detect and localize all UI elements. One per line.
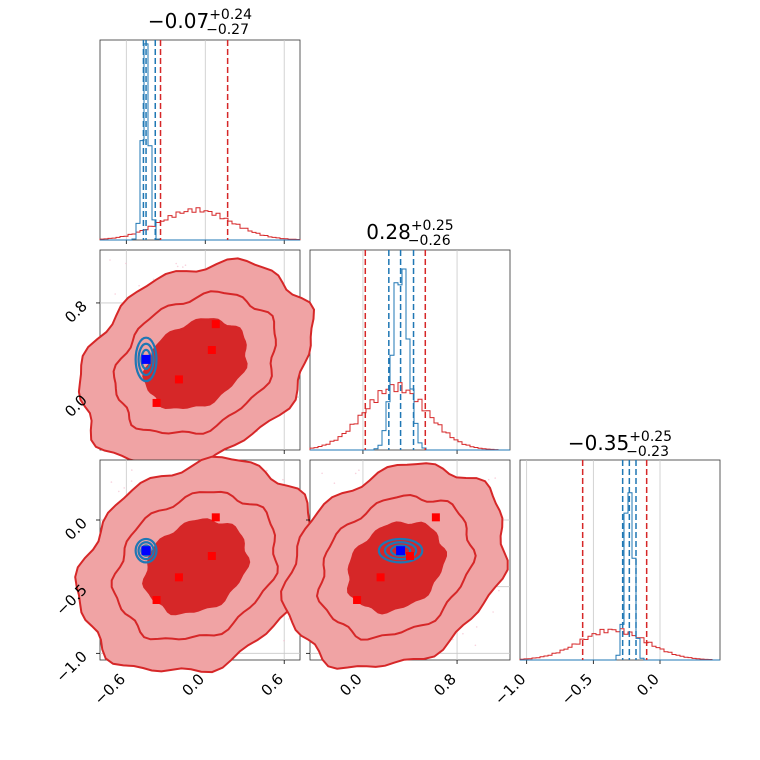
y-tick-label-param-2: 0.8 xyxy=(61,297,91,327)
contour-panel-1-2 xyxy=(77,249,316,471)
red-marker-3 xyxy=(174,375,183,384)
blue-histogram-1 xyxy=(100,43,300,241)
sample-dot xyxy=(462,632,464,635)
blue-contour-level-3 xyxy=(140,348,152,371)
blue-histogram-2 xyxy=(310,268,510,451)
title-param-1-minus: −0.27 xyxy=(206,22,249,38)
title-param-1-main: −0.07 xyxy=(148,9,209,33)
title-param-1-plus: +0.24 xyxy=(209,7,252,23)
red-marker-4 xyxy=(152,398,161,407)
sample-dot xyxy=(475,626,478,628)
sample-dot xyxy=(333,482,336,485)
title-param-3: −0.35+0.25 −0.23 xyxy=(568,429,672,460)
red-marker-4 xyxy=(353,596,362,604)
sample-dot xyxy=(184,264,187,267)
blue-contour-level-1 xyxy=(377,537,424,564)
sample-dot xyxy=(492,611,494,613)
x-tick-label-param-2: 0.0 xyxy=(336,670,366,700)
red-histogram-2 xyxy=(309,382,510,451)
hist-panel-2 xyxy=(309,249,511,454)
sample-dot xyxy=(487,478,490,481)
title-param-3-minus: −0.23 xyxy=(626,444,669,460)
blue-marker-1 xyxy=(141,354,151,364)
panel-frame xyxy=(99,39,301,241)
blue-contour-level-3 xyxy=(389,544,412,557)
sample-dot xyxy=(354,472,357,475)
sample-dot xyxy=(358,469,360,472)
contour-panel-1-3 xyxy=(74,455,314,674)
x-tick-label-param-1: −0.6 xyxy=(91,670,129,708)
sample-dot xyxy=(114,293,116,295)
sample-dot xyxy=(130,480,133,482)
sample-dot xyxy=(118,490,120,493)
sample-dot xyxy=(123,487,125,489)
red-marker-3 xyxy=(376,573,385,582)
blue-contour-level-1 xyxy=(134,336,158,383)
title-param-1: −0.07+0.24 −0.27 xyxy=(148,7,252,38)
x-tick-label-param-1: 0.0 xyxy=(178,670,208,700)
blue-histogram-3 xyxy=(520,492,720,661)
blue-contour-level-2 xyxy=(137,342,155,377)
red-marker-1 xyxy=(431,513,440,522)
sample-dot xyxy=(498,589,500,592)
x-tick-label-param-2: 0.8 xyxy=(430,670,460,700)
red-marker-1 xyxy=(211,513,220,522)
sample-dot xyxy=(474,644,477,647)
y-tick-label-param-3: 0.0 xyxy=(61,514,91,544)
title-param-3-plus: +0.25 xyxy=(629,429,672,445)
blue-contour-level-2 xyxy=(383,541,418,561)
sample-dot xyxy=(110,481,113,483)
x-tick-label-param-3: 0.0 xyxy=(633,670,663,700)
blue-marker-1 xyxy=(396,546,406,556)
sample-dot xyxy=(288,618,290,620)
sample-dot xyxy=(494,477,497,479)
red-marker-2 xyxy=(207,552,216,560)
sample-dot xyxy=(182,266,184,268)
title-param-2-main: 0.28 xyxy=(366,220,411,244)
hist-panel-1 xyxy=(99,39,301,244)
title-param-3-main: −0.35 xyxy=(568,431,629,455)
sample-dot xyxy=(321,472,323,475)
sample-dot xyxy=(109,259,111,261)
y-tick-label-param-3: −1.0 xyxy=(52,647,90,685)
sample-dot xyxy=(175,262,177,265)
sample-dot xyxy=(131,469,133,471)
contour-panel-2-3 xyxy=(280,459,511,670)
red-marker-2 xyxy=(207,346,216,354)
sample-dot xyxy=(283,639,285,642)
blue-contour-level-1 xyxy=(134,537,158,564)
red-contour-level-3 xyxy=(142,518,251,616)
title-param-2-minus: −0.26 xyxy=(408,233,451,249)
red-marker-2 xyxy=(406,552,414,560)
sample-dot xyxy=(452,638,454,641)
red-histogram-1 xyxy=(99,207,301,240)
red-histogram-3 xyxy=(519,628,720,661)
sample-dot xyxy=(138,284,140,287)
hist-panel-3 xyxy=(519,459,721,664)
red-marker-3 xyxy=(174,573,183,582)
sample-dot xyxy=(125,262,127,265)
red-marker-4 xyxy=(152,596,161,604)
blue-marker-1 xyxy=(141,546,151,556)
blue-contour-level-2 xyxy=(137,541,155,561)
title-param-2: 0.28+0.25 −0.26 xyxy=(366,218,453,249)
sample-dot xyxy=(152,278,155,281)
red-contour-level-3 xyxy=(142,318,248,410)
red-marker-1 xyxy=(211,320,220,329)
x-tick-label-param-1: 0.6 xyxy=(257,670,287,700)
title-param-2-plus: +0.25 xyxy=(411,218,454,234)
x-tick-label-param-3: −0.5 xyxy=(558,670,596,708)
x-tick-label-param-3: −1.0 xyxy=(491,670,529,708)
blue-contour-level-3 xyxy=(140,544,152,557)
sample-dot xyxy=(266,469,268,472)
sample-dot xyxy=(176,265,179,268)
sample-dot xyxy=(282,478,284,481)
